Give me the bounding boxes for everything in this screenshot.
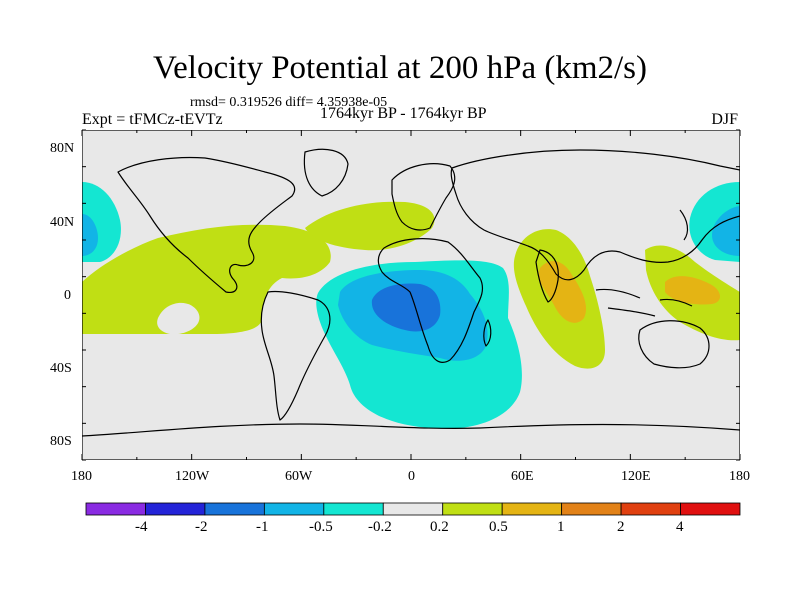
lat-tick-label: 40S [50, 361, 72, 376]
colorbar-swatch [561, 502, 622, 516]
axis-ticks [81, 129, 741, 461]
colorbar-label: 0.5 [489, 519, 508, 535]
colorbar-swatch [501, 502, 563, 516]
lat-tick-label: 40N [50, 215, 75, 230]
period-label: 1764kyr BP - 1764kyr BP [320, 105, 487, 122]
coastline-europe [391, 163, 456, 231]
contour-positive-europe [305, 201, 435, 251]
experiment-label: Expt = tFMCz-tEVTz [82, 111, 223, 128]
colorbar-swatch [680, 502, 741, 516]
coastline-indonesia [595, 288, 693, 317]
lat-tick-label: 80N [50, 141, 75, 156]
colorbar-label: -4 [135, 519, 148, 535]
colorbar-swatch [263, 502, 325, 516]
season-label: DJF [711, 111, 738, 128]
colorbar-swatch [382, 502, 444, 516]
contour-negative-strong-africa [371, 283, 441, 332]
colorbar-label: -0.5 [309, 519, 333, 535]
lon-tick-label: 120E [621, 469, 651, 484]
lon-tick-label: 60E [511, 469, 534, 484]
colorbar-label: -0.2 [368, 519, 392, 535]
lat-tick-label: 80S [50, 434, 72, 449]
coastline-south-america [260, 290, 331, 421]
colorbar-swatch [620, 502, 681, 516]
contour-positive-mid-india [538, 260, 587, 323]
colorbar-swatch [204, 502, 265, 516]
colorbar-label: 4 [676, 519, 684, 535]
stats-text: rmsd= 0.319526 diff= 4.35938e-05 [190, 95, 388, 110]
coastline-north-america [117, 156, 296, 293]
lon-tick-label: 0 [408, 469, 415, 484]
figure-title: Velocity Potential at 200 hPa (km2/s) [152, 50, 648, 86]
coastline-asia [450, 149, 740, 281]
colorbar-label: 0.2 [430, 519, 449, 535]
coastline-madagascar [483, 319, 492, 347]
lat-tick-label: 0 [64, 288, 71, 303]
coastlines [82, 148, 740, 437]
lon-tick-label: 180 [71, 469, 92, 484]
coastline-japan [679, 209, 689, 241]
coastline-greenland [303, 148, 349, 197]
coastline-africa [377, 238, 484, 363]
contour-hole-pacific [157, 302, 200, 335]
colorbar-label: -1 [256, 519, 269, 535]
contour-positive-north-america [82, 224, 331, 334]
colorbar [85, 502, 741, 516]
lon-tick-label: 60W [285, 469, 313, 484]
colorbar-label: 1 [557, 519, 565, 535]
coastline-india [535, 249, 559, 303]
coastline-antarctica [82, 423, 740, 437]
lon-tick-label: 120W [175, 469, 210, 484]
colorbar-swatch [442, 502, 503, 516]
coastline-australia [638, 320, 710, 369]
contour-positive-mid-pacific [665, 276, 721, 305]
colorbar-swatch [145, 502, 206, 516]
colorbar-label: -2 [195, 519, 208, 535]
lon-tick-label: 180 [729, 469, 750, 484]
colorbar-label: 2 [617, 519, 625, 535]
colorbar-swatch [85, 502, 146, 516]
colorbar-swatch [323, 502, 384, 516]
contour-negative-mid-west [82, 214, 98, 256]
